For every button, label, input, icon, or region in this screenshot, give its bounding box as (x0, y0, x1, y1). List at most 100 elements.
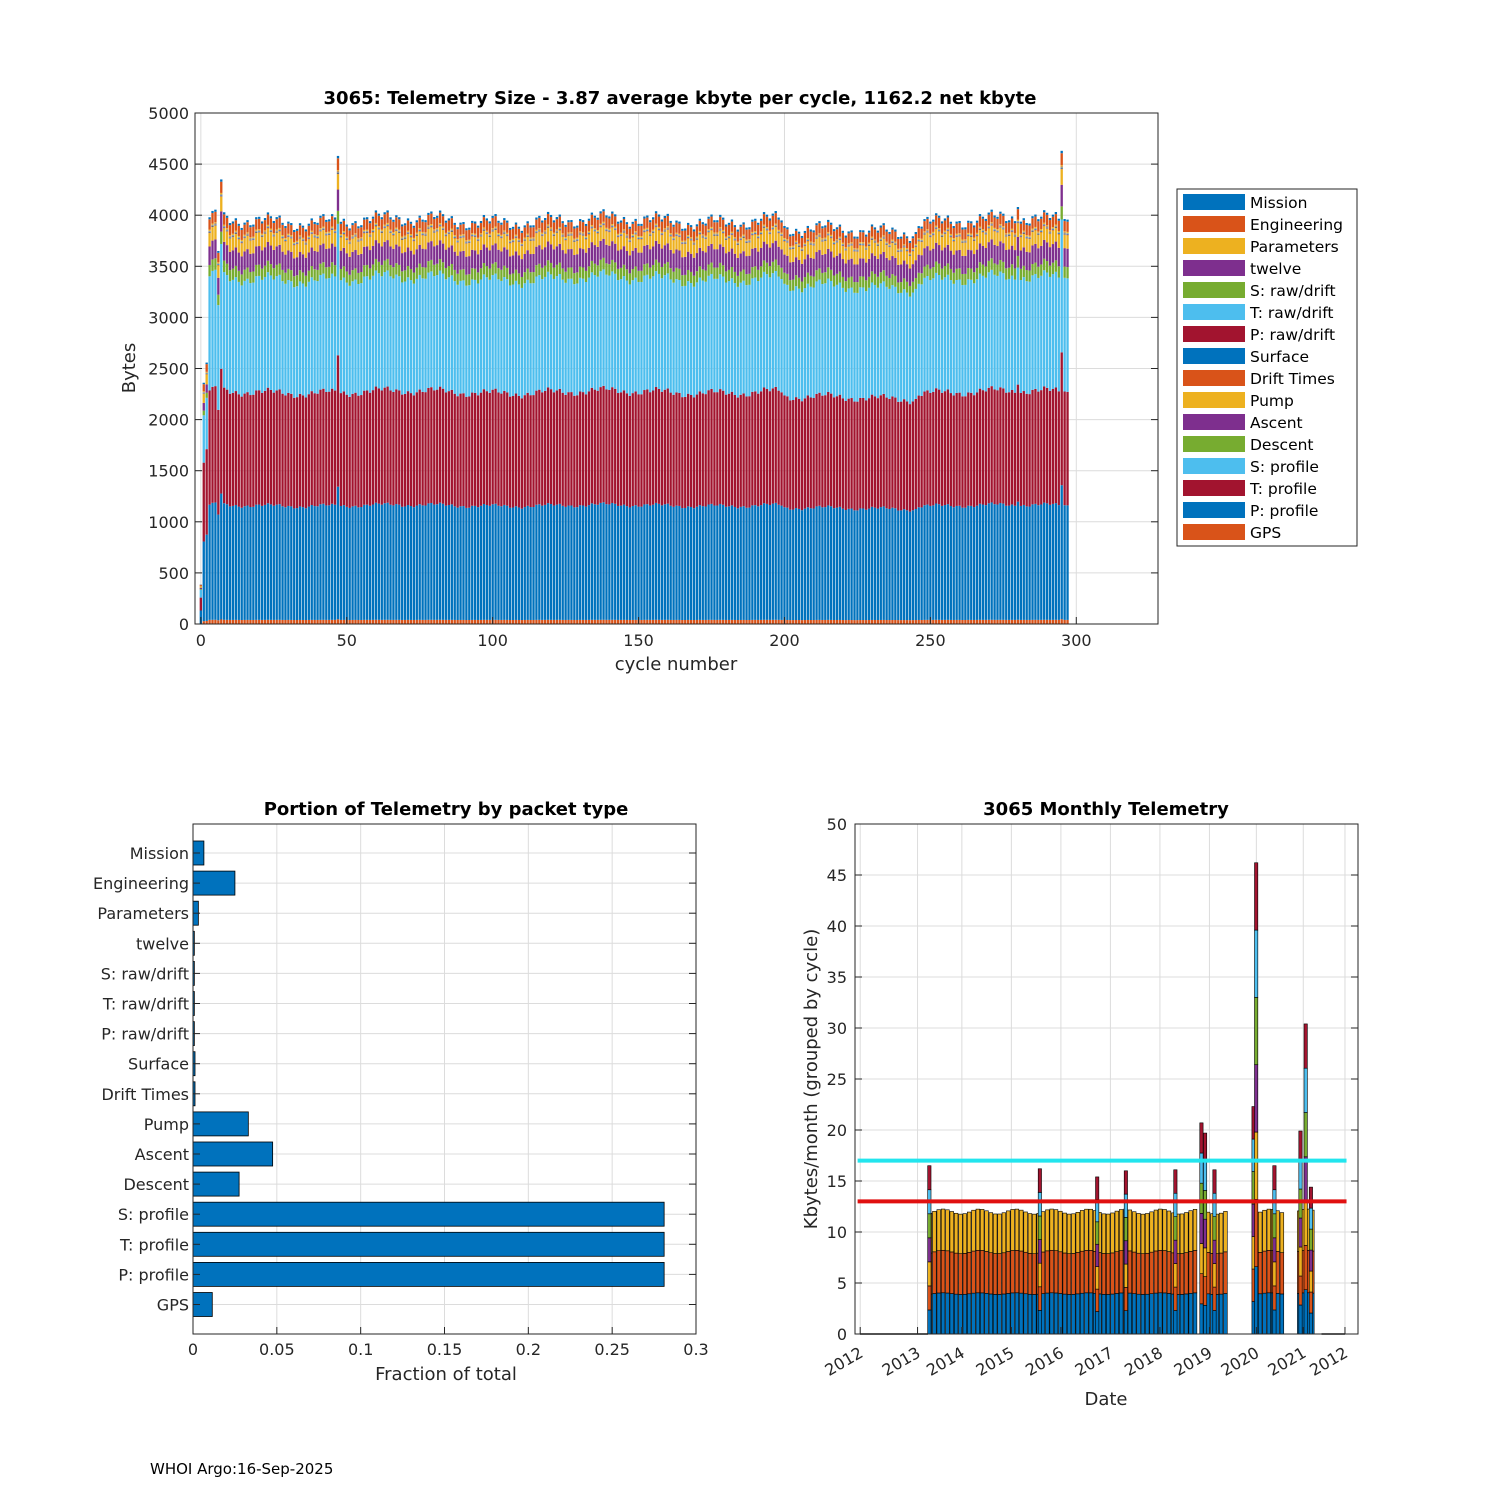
cycle-seg (695, 236, 699, 238)
cycle-seg (471, 619, 474, 624)
cycle-seg (596, 246, 599, 266)
cycle-seg (602, 385, 605, 503)
cycle-seg (336, 619, 340, 624)
cycle-seg (996, 264, 999, 276)
cycle-seg (330, 230, 334, 244)
cycle-seg (707, 619, 710, 624)
cycle-seg (719, 216, 722, 228)
cycle-seg (325, 235, 328, 236)
cycle-seg (584, 225, 588, 237)
cycle-seg (856, 238, 859, 249)
cycle-seg (684, 507, 687, 620)
cycle-bar-157 (657, 214, 661, 624)
cycle-seg (357, 284, 360, 396)
cycle-seg (234, 233, 238, 235)
cycle-seg (287, 619, 290, 624)
cycle-seg (275, 619, 278, 624)
cycle-seg (538, 231, 541, 246)
cycle-bar-191 (757, 222, 760, 624)
cycle-bar-187 (745, 227, 748, 624)
cycle-seg (345, 239, 348, 240)
cycle-seg (313, 222, 316, 225)
cycle-seg (1034, 262, 1037, 274)
cycle-bar-73 (412, 225, 416, 624)
cycle-seg (771, 619, 774, 624)
cycle-seg (876, 230, 880, 233)
cycle-seg (984, 234, 987, 248)
cycle-seg (891, 619, 894, 624)
cycle-seg (891, 242, 894, 244)
cycle-seg (990, 269, 993, 387)
cycle-seg (272, 619, 275, 624)
cycle-seg (450, 232, 453, 246)
cycle-seg (441, 503, 445, 620)
cycle-seg (234, 391, 238, 505)
cycle-seg (841, 508, 845, 621)
cycle-seg (955, 237, 958, 251)
cycle-seg (424, 505, 427, 620)
cycle-seg (380, 619, 383, 624)
cycle-seg (476, 237, 480, 239)
cycle-seg (859, 230, 862, 233)
cycle-seg (751, 235, 754, 249)
cycle-seg (1051, 244, 1055, 263)
cycle-bar-42 (322, 214, 325, 624)
cycle-seg (1028, 238, 1031, 240)
cycle-seg (336, 174, 340, 190)
cycle-seg (614, 273, 617, 389)
cycle-seg (605, 274, 608, 390)
cycle-bar-241 (902, 232, 906, 624)
cycle-seg (228, 235, 232, 237)
cycle-seg (549, 619, 553, 624)
cycle-seg (841, 287, 845, 399)
cycle-seg (908, 296, 912, 405)
cycle-seg (666, 273, 669, 389)
cycle-seg (972, 254, 976, 273)
cycle-seg (920, 241, 923, 242)
cycle-seg (876, 232, 880, 243)
cycle-seg (453, 393, 456, 507)
cycle-seg (865, 246, 868, 248)
cycle-seg (713, 232, 716, 234)
cycle-seg (514, 280, 518, 394)
cycle-seg (325, 232, 328, 234)
cycle-seg (1022, 233, 1025, 235)
cycle-seg (873, 229, 877, 240)
cycle-seg (278, 217, 281, 228)
cycle-seg (389, 229, 392, 231)
cycle-seg (786, 396, 789, 508)
cycle-seg (862, 245, 865, 259)
cycle-seg (310, 265, 313, 278)
cycle-seg (398, 246, 401, 265)
cycle-seg (462, 237, 465, 251)
cycle-seg (722, 232, 725, 234)
cycle-seg (637, 270, 640, 282)
cycle-seg (581, 619, 585, 624)
cycle-seg (701, 393, 704, 507)
cycle-seg (313, 269, 316, 281)
cycle-seg (654, 502, 658, 620)
cycle-seg (829, 251, 833, 270)
cycle-seg (765, 503, 769, 620)
cycle-seg (821, 395, 824, 508)
cycle-seg (471, 268, 474, 280)
cycle-seg (511, 241, 515, 243)
cycle-seg (713, 278, 716, 393)
cycle-bar-59 (371, 216, 375, 624)
cycle-seg (794, 508, 798, 621)
cycle-seg (287, 505, 290, 620)
cycle-seg (488, 279, 491, 393)
cycle-seg (266, 272, 270, 388)
cycle-seg (844, 250, 847, 264)
cycle-seg (663, 230, 666, 232)
cycle-seg (695, 238, 699, 240)
cycle-seg (757, 281, 760, 394)
cycle-seg (287, 280, 290, 393)
cycle-seg (587, 220, 591, 232)
cycle-seg (363, 619, 366, 624)
cycle-bar-246 (917, 226, 920, 624)
cycle-seg (885, 620, 888, 624)
cycle-seg (643, 218, 646, 229)
cycle-seg (561, 392, 564, 506)
cycle-seg (503, 233, 506, 248)
